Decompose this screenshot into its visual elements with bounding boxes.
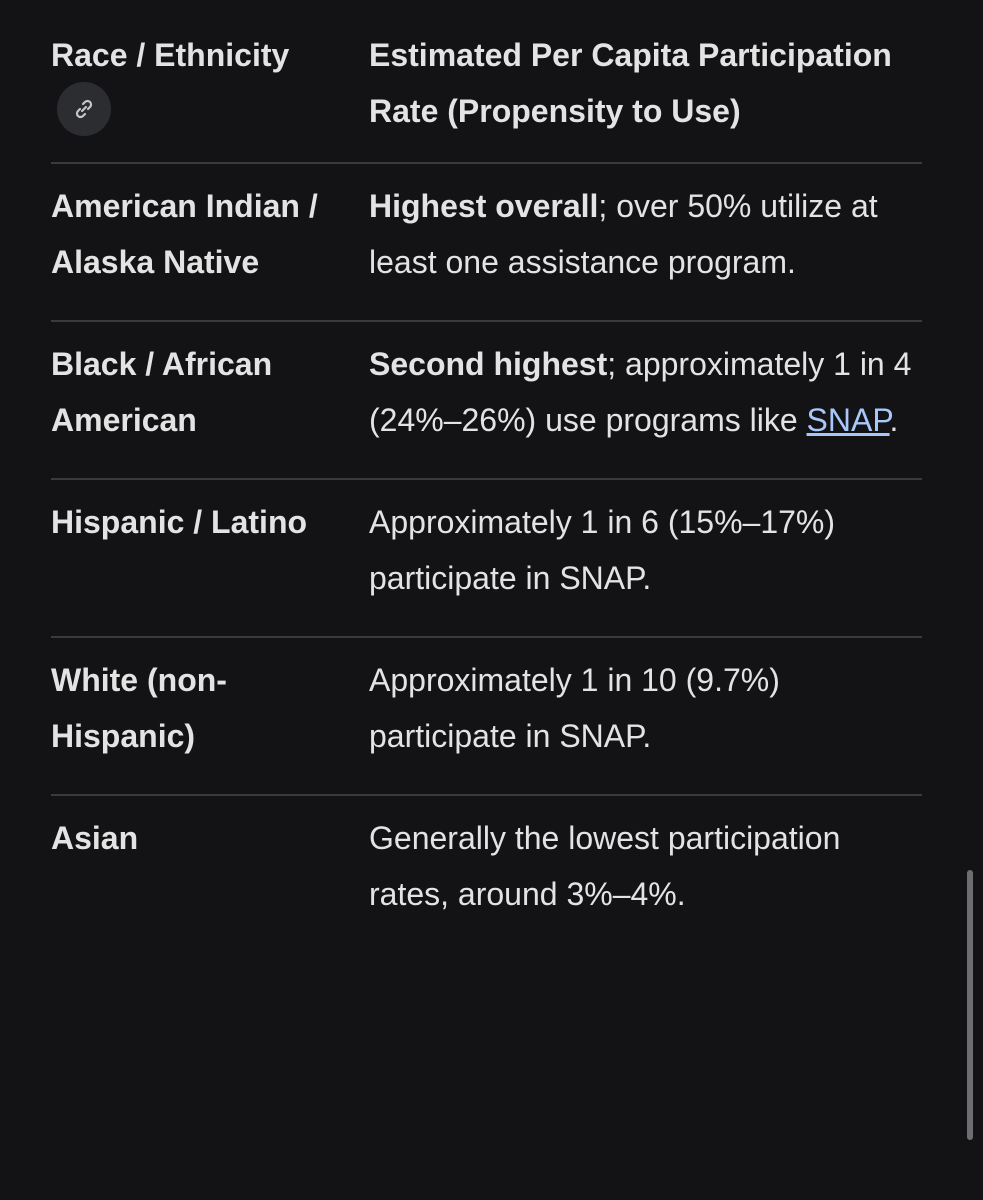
rate-text: Approximately 1 in 10 (9.7%) participate… — [369, 662, 780, 754]
bold-text: Second highest — [369, 346, 608, 383]
bold-text: Highest overall — [369, 188, 599, 225]
header-cell: Race / Ethnicity — [51, 28, 369, 140]
rate-text: Generally the lowest participation rates… — [369, 820, 841, 912]
rate-cell: Second highest; approximately 1 in 4 (24… — [369, 337, 922, 448]
group-cell: Asian — [51, 811, 369, 922]
rate-cell: Generally the lowest participation rates… — [369, 811, 922, 922]
group-cell: Black / African American — [51, 337, 369, 448]
rate-cell: Highest overall; over 50% utilize at lea… — [369, 179, 922, 290]
group-cell: White (non-Hispanic) — [51, 653, 369, 764]
rate-text: Approximately 1 in 6 (15%–17%) participa… — [369, 504, 836, 596]
scrollbar[interactable] — [967, 870, 973, 1140]
link[interactable]: SNAP — [806, 401, 890, 438]
rate-text: . — [889, 401, 899, 438]
rate-cell: Approximately 1 in 10 (9.7%) participate… — [369, 653, 922, 764]
table-row: Hispanic / Latino Approximately 1 in 6 (1… — [51, 480, 922, 639]
link-glyph — [75, 99, 93, 119]
group-text: Hispanic / Latino — [51, 504, 308, 541]
table: Race / Ethnicity Estimated Per Capita Pa… — [51, 25, 922, 952]
header-text: Estimated Per Capita Participation Rate … — [369, 37, 892, 129]
group-text: Black / African American — [51, 346, 273, 438]
table-row: Asian Generally the lowest participation … — [51, 796, 922, 952]
header-cell: Estimated Per Capita Participation Rate … — [369, 28, 922, 140]
table-row: White (non-Hispanic) Approximately 1 in 1… — [51, 638, 922, 797]
header-text: Race / Ethnicity — [51, 37, 290, 73]
rate-text: ; approximately 1 in 4 (24%–26%) use pro… — [369, 346, 912, 438]
group-text: Asian — [51, 820, 139, 857]
rate-text: ; over 50% utilize at least one assistan… — [369, 188, 878, 280]
group-text: White (non-Hispanic) — [51, 662, 227, 754]
header-row: Race / Ethnicity Estimated Per Capita Pa… — [51, 25, 922, 165]
rate-cell: Approximately 1 in 6 (15%–17%) participa… — [369, 495, 922, 606]
group-cell: Hispanic / Latino — [51, 495, 369, 606]
group-cell: American Indian / Alaska Native — [51, 179, 369, 290]
table-row: Black / African American Second highest; … — [51, 322, 922, 481]
table-row: American Indian / Alaska Native Highest o… — [51, 164, 922, 323]
group-text: American Indian / Alaska Native — [51, 188, 318, 280]
link-icon[interactable] — [57, 82, 111, 137]
